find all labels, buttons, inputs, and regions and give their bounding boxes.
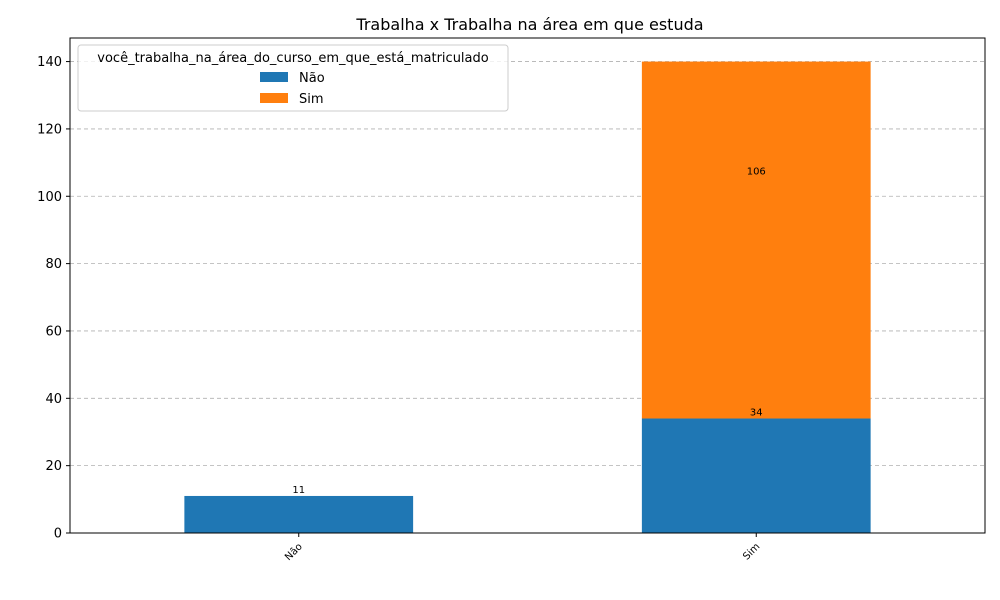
y-tick-label: 40 — [45, 392, 62, 407]
y-axis-ticks: 0 20 40 60 80 100 120 140 — [37, 55, 70, 542]
data-labels: 11 34 106 — [292, 167, 765, 496]
plot-frame — [69, 37, 986, 534]
bars — [184, 61, 871, 533]
y-tick-label: 140 — [37, 55, 62, 70]
legend-label: Não — [299, 71, 325, 86]
legend-box — [77, 44, 509, 112]
x-tick-label: Sim — [741, 541, 762, 562]
legend-swatch — [260, 93, 288, 103]
y-tick-label: 20 — [45, 459, 62, 474]
y-tick-label: 100 — [37, 190, 62, 205]
legend-title: você_trabalha_na_área_do_curso_em_que_es… — [97, 51, 488, 66]
legend-label: Sim — [299, 92, 324, 107]
bar-nao-sim — [641, 418, 871, 533]
bar-nao-nao — [184, 495, 414, 533]
y-tick-label: 0 — [54, 527, 62, 542]
y-tick-label: 80 — [45, 257, 62, 272]
bar-sim-sim — [641, 61, 871, 419]
y-tick-label: 120 — [37, 122, 62, 137]
legend-swatch — [260, 72, 288, 82]
data-label: 34 — [750, 408, 763, 419]
x-tick-label: Não — [283, 541, 305, 563]
data-label: 106 — [747, 167, 766, 178]
chart-title: Trabalha x Trabalha na área em que estud… — [355, 15, 703, 34]
data-label: 11 — [292, 485, 305, 496]
x-axis-ticks: Não Sim — [283, 533, 762, 563]
legend: você_trabalha_na_área_do_curso_em_que_es… — [77, 44, 509, 112]
y-tick-label: 60 — [45, 324, 62, 339]
